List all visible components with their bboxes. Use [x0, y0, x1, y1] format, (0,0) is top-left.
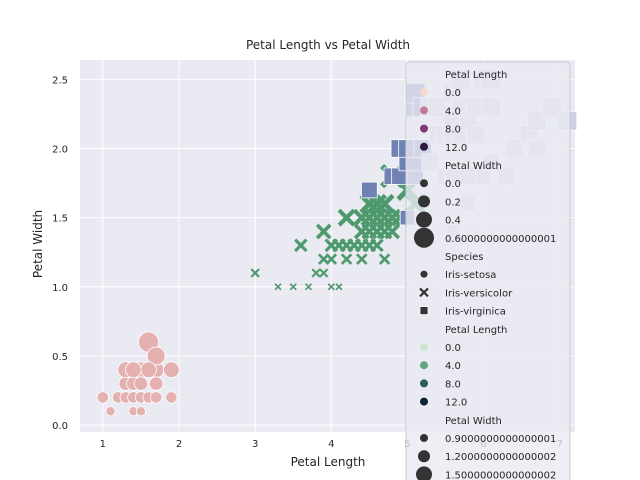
data-point [335, 283, 343, 291]
data-point [352, 208, 371, 227]
legend-label: 0.2 [445, 197, 461, 208]
legend-hue-swatch [420, 397, 428, 406]
legend-size-swatch [414, 227, 434, 248]
legend-label: 0.6000000000000001 [445, 234, 556, 245]
data-point [327, 283, 335, 291]
data-point [383, 208, 402, 227]
chart-title: Petal Length vs Petal Width [246, 38, 410, 52]
legend-section-title: Species [445, 252, 484, 263]
legend-label: 0.4 [445, 216, 461, 227]
data-point [370, 238, 384, 253]
data-point [361, 223, 378, 240]
legend-hue-swatch [420, 361, 428, 370]
legend-size-swatch [420, 179, 428, 188]
data-point [133, 376, 149, 391]
legend-label: 8.0 [445, 379, 461, 390]
y-tick-label: 1.5 [52, 214, 68, 225]
legend-size-swatch [416, 211, 432, 228]
data-point [340, 253, 353, 265]
data-point [125, 361, 142, 379]
legend-marker-swatch [419, 269, 429, 279]
data-point [317, 253, 330, 265]
legend-section-title: Petal Width [445, 161, 502, 172]
data-point [140, 361, 157, 379]
legend-size-swatch [418, 450, 430, 463]
data-point [163, 361, 180, 379]
y-tick-label: 0.0 [52, 421, 68, 432]
data-point [319, 268, 329, 278]
data-point [378, 253, 391, 265]
data-point [304, 283, 313, 291]
y-tick-label: 1.0 [52, 283, 68, 294]
data-point [289, 283, 297, 291]
legend-marker-swatch [419, 306, 429, 316]
data-point [250, 268, 260, 278]
legend-label: Iris-setosa [445, 270, 496, 281]
legend-label: 4.0 [445, 361, 461, 372]
legend-box [405, 61, 571, 480]
y-axis-label: Petal Width [31, 210, 45, 278]
data-point [361, 181, 378, 199]
legend-hue-swatch [420, 379, 428, 388]
legend-label: Iris-versicolor [445, 288, 513, 299]
legend-label: 0.9000000000000001 [445, 434, 556, 445]
legend-label: 1.2000000000000002 [445, 452, 556, 463]
data-point [165, 391, 178, 404]
legend-label: 0.0 [445, 179, 461, 190]
data-point [315, 223, 332, 240]
y-tick-label: 2.5 [52, 75, 68, 86]
legend-size-swatch [416, 466, 432, 480]
x-tick-label: 3 [252, 439, 258, 450]
data-point [384, 223, 401, 240]
x-tick-label: 2 [176, 439, 182, 450]
legend-hue-swatch [420, 343, 428, 351]
legend-section-title: Petal Length [445, 70, 507, 81]
x-axis-label: Petal Length [291, 455, 366, 469]
legend-label: 0.0 [445, 88, 461, 99]
legend-label: 8.0 [445, 125, 461, 136]
data-point [325, 253, 338, 265]
data-point [148, 376, 164, 391]
legend: Petal Length 0.0 4.0 8.0 12.0 Petal Width 0.0 0… [405, 61, 571, 480]
legend-hue-swatch [420, 124, 428, 133]
data-point [105, 406, 116, 417]
legend-label: 12.0 [445, 398, 467, 409]
data-point [356, 253, 368, 265]
legend-size-swatch [418, 195, 430, 208]
legend-hue-swatch [420, 106, 428, 115]
y-tick-label: 2.0 [52, 145, 68, 156]
data-point [294, 238, 308, 253]
x-tick-label: 4 [328, 439, 334, 450]
x-tick-label: 1 [100, 439, 106, 450]
data-point [135, 406, 146, 417]
legend-label: 0.0 [445, 343, 461, 354]
legend-label: 4.0 [445, 106, 461, 117]
legend-hue-swatch [420, 142, 428, 151]
data-point [146, 346, 166, 366]
data-point [367, 193, 387, 214]
legend-section-title: Petal Length [445, 325, 507, 336]
legend-size-swatch [420, 434, 428, 442]
legend-label: Iris-virginica [445, 307, 506, 318]
y-tick-labels: 0.0 0.5 1.0 1.5 2.0 2.5 [52, 75, 68, 432]
legend-section-title: Petal Width [445, 416, 502, 427]
legend-label: 12.0 [445, 143, 467, 154]
legend-hue-swatch [420, 88, 428, 97]
data-point [150, 391, 163, 404]
legend-marker-swatch [419, 287, 429, 298]
y-tick-label: 0.5 [52, 352, 68, 363]
legend-label: 1.5000000000000002 [445, 470, 556, 480]
data-point [337, 208, 356, 227]
data-point [274, 283, 282, 291]
data-point [96, 391, 109, 404]
data-point [311, 268, 321, 278]
